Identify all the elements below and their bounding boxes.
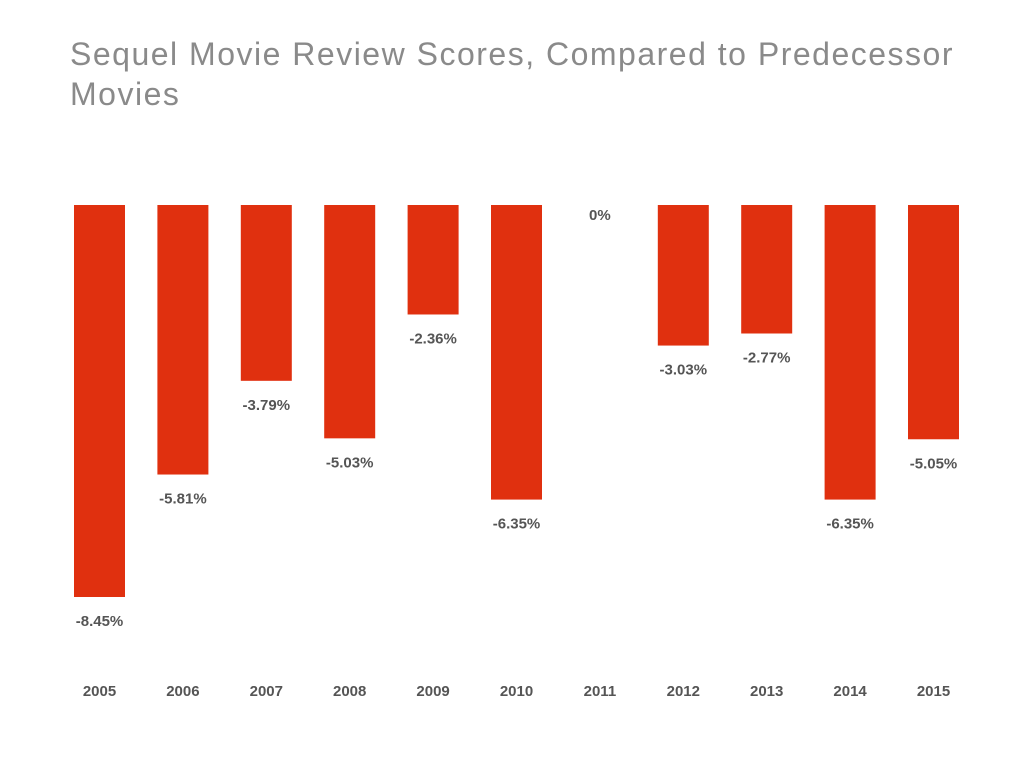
value-label-2009: -2.36% <box>409 330 457 347</box>
bar-2010 <box>491 205 542 500</box>
value-label-2008: -5.03% <box>326 454 374 471</box>
bar-2015 <box>908 205 959 440</box>
bar-2014 <box>824 205 876 500</box>
value-label-2006: -5.81% <box>159 491 207 508</box>
value-label-2010: -6.35% <box>493 516 541 533</box>
category-label-2007: 2007 <box>250 683 283 700</box>
value-label-2011: 0% <box>589 207 611 224</box>
category-label-2015: 2015 <box>917 683 950 700</box>
bar-2013 <box>741 205 793 334</box>
bar-2007 <box>240 205 292 381</box>
bar-2006 <box>157 205 209 475</box>
category-label-2008: 2008 <box>333 683 366 700</box>
category-labels-group: 2005 2006 2007 2008 2009 2010 2011 2012 2013 2014… <box>83 683 950 700</box>
category-label-2010: 2010 <box>500 683 533 700</box>
value-label-2015: -5.05% <box>910 455 958 472</box>
category-label-2013: 2013 <box>750 683 783 700</box>
value-label-2012: -3.03% <box>660 362 708 379</box>
category-label-2012: 2012 <box>667 683 700 700</box>
bar-2005 <box>74 205 125 597</box>
category-label-2011: 2011 <box>584 683 617 700</box>
category-label-2006: 2006 <box>166 683 199 700</box>
bar-2008 <box>324 205 376 439</box>
bar-2009 <box>407 205 459 315</box>
value-label-2007: -3.79% <box>243 397 291 414</box>
value-label-2013: -2.77% <box>743 350 791 367</box>
bar-2012 <box>657 205 709 346</box>
category-label-2009: 2009 <box>416 683 449 700</box>
bars-group <box>74 205 959 597</box>
value-label-2005: -8.45% <box>76 613 124 630</box>
category-label-2005: 2005 <box>83 683 116 700</box>
value-label-2014: -6.35% <box>826 516 874 533</box>
chart-title: Sequel Movie Review Scores, Compared to … <box>70 36 954 112</box>
category-label-2014: 2014 <box>833 683 867 700</box>
value-labels-group: -8.45% -5.81% -3.79% -5.03% -2.36% -6.35% 0% -3… <box>76 207 958 630</box>
